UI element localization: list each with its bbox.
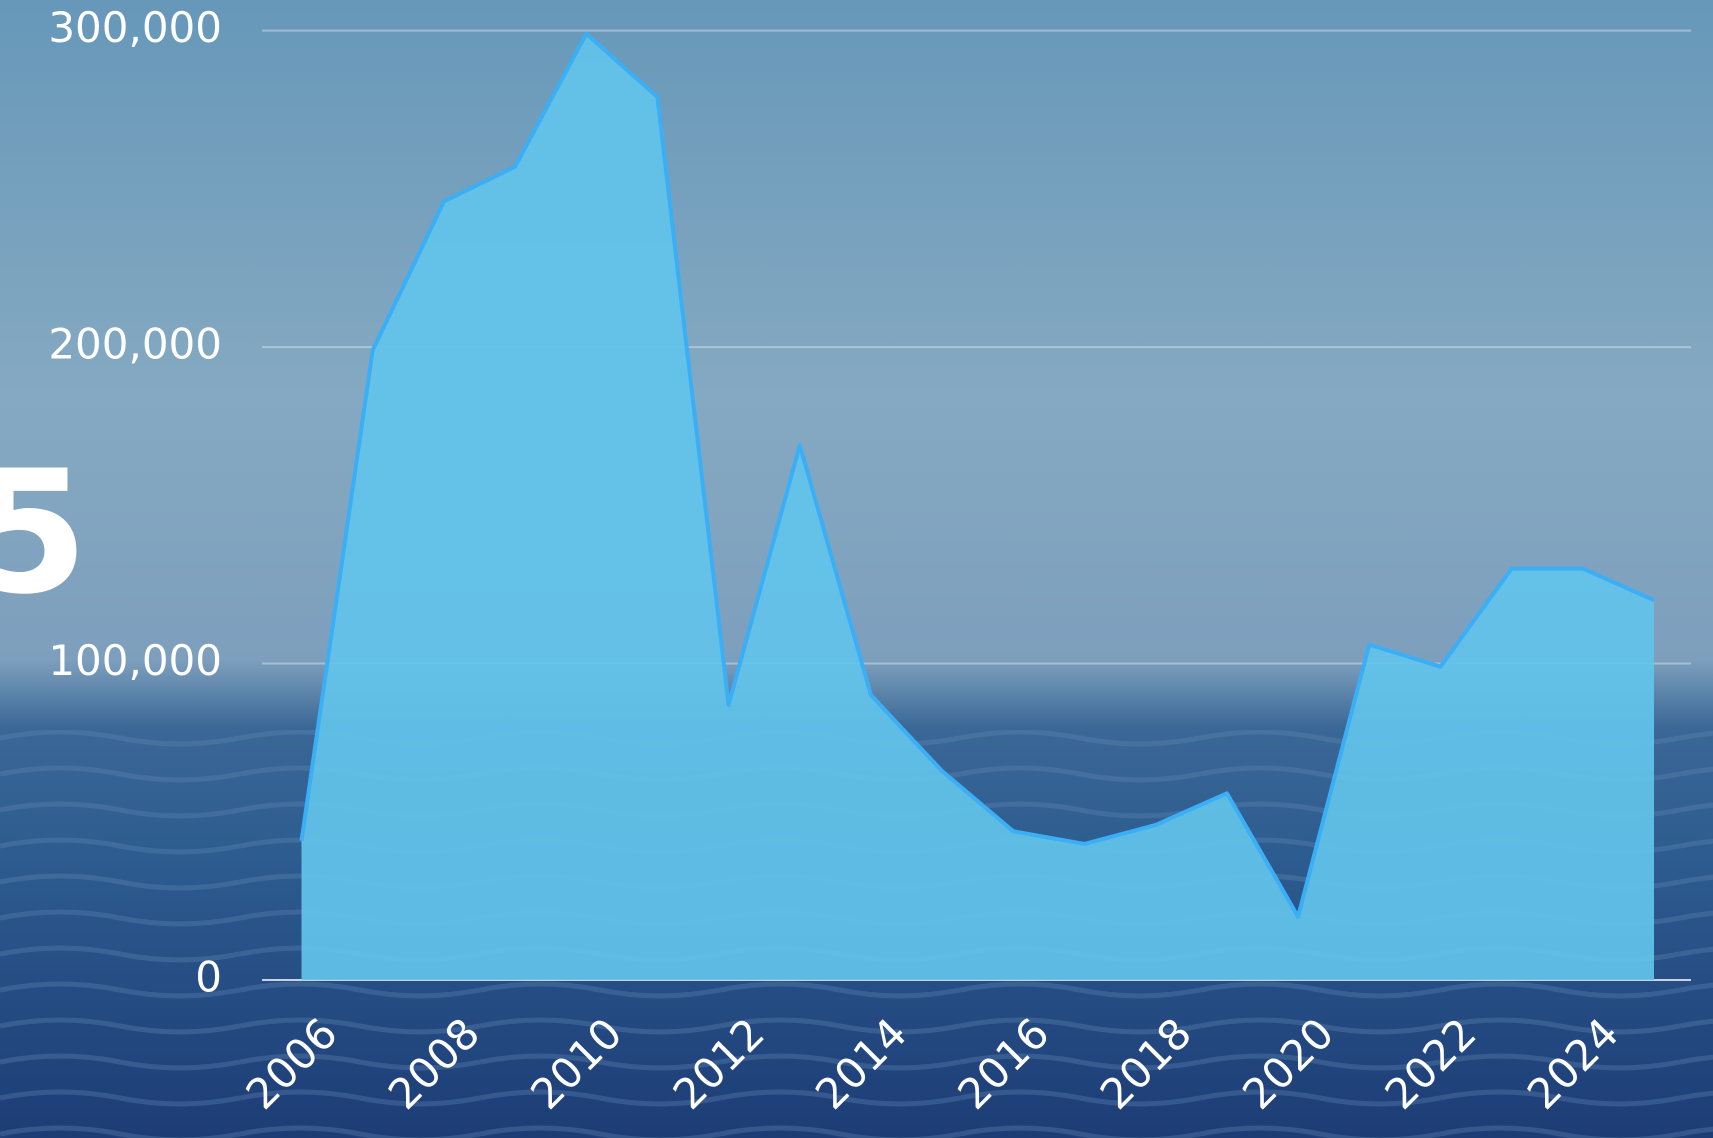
y-tick-label: 300,000 (48, 3, 222, 52)
y-tick-label: 0 (195, 953, 222, 1002)
area (301, 33, 1654, 981)
y-tick-label: 100,000 (48, 636, 222, 685)
background-text: 5 (0, 434, 88, 632)
area-line (299, 31, 1655, 919)
y-tick-label: 200,000 (48, 320, 222, 369)
